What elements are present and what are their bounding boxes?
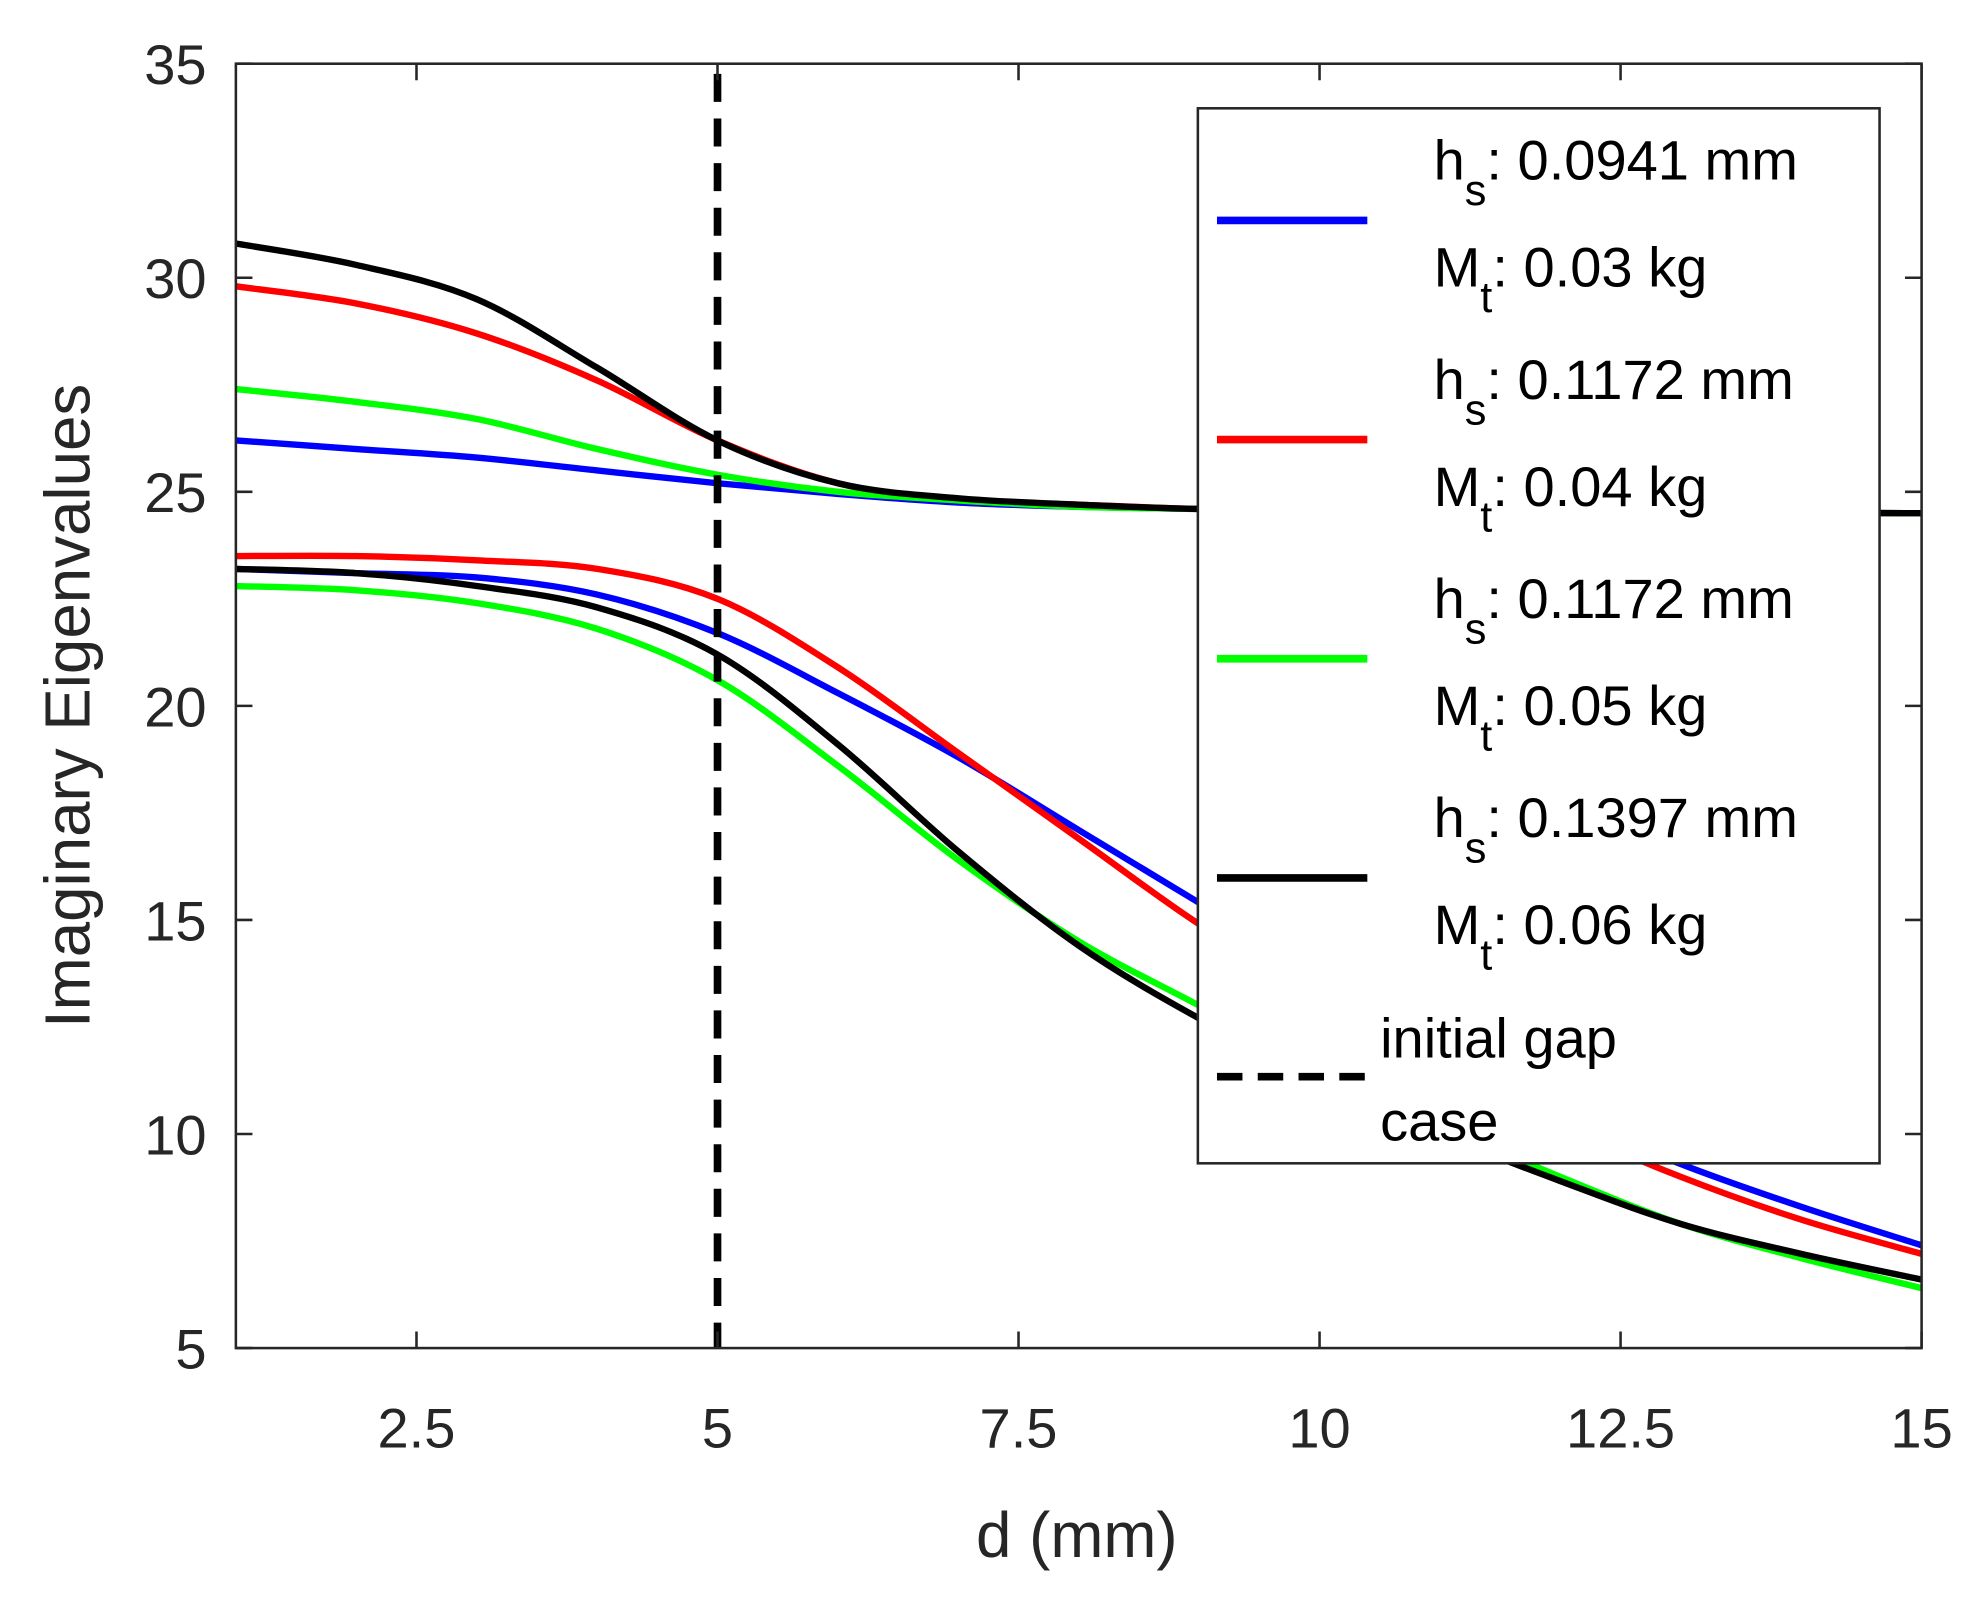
subscript: t: [1480, 712, 1492, 760]
legend-text: : 0.1397 mm: [1486, 786, 1798, 849]
legend-text: h: [1434, 567, 1465, 630]
x-tick-label: 10: [1288, 1396, 1350, 1459]
legend-text: : 0.1172 mm: [1486, 567, 1793, 630]
legend-label-2-hs: hs: 0.1172 mm: [1434, 348, 1794, 434]
legend-label-1-mt: Mt: 0.03 kg: [1434, 236, 1708, 322]
legend-text: : 0.05 kg: [1492, 674, 1707, 737]
x-axis-label: d (mm): [976, 1500, 1178, 1571]
x-tick-label: 12.5: [1566, 1396, 1675, 1459]
legend-label-3-hs: hs: 0.1172 mm: [1434, 567, 1794, 653]
legend-text: M: [1434, 236, 1481, 299]
legend-text: : 0.03 kg: [1492, 236, 1707, 299]
y-axis-label: Imaginary Eigenvalues: [32, 384, 103, 1028]
axes-box: [234, 62, 1923, 1350]
legend-text: M: [1434, 455, 1481, 518]
legend-text: M: [1434, 674, 1481, 737]
x-tick-label: 15: [1890, 1396, 1952, 1459]
subscript: s: [1465, 605, 1487, 653]
axis-ticks: 2.5 5 7.5 10 12.5 15 5 10 15 20 25 30 35: [144, 33, 1953, 1459]
y-tick-label: 35: [144, 33, 206, 96]
subscript: t: [1480, 493, 1492, 541]
legend-text: : 0.0941 mm: [1486, 129, 1798, 192]
legend-label-4-mt: Mt: 0.06 kg: [1434, 893, 1708, 979]
subscript: t: [1480, 274, 1492, 322]
y-tick-label: 5: [175, 1317, 206, 1380]
legend-label-2-mt: Mt: 0.04 kg: [1434, 455, 1708, 541]
legend-text: : 0.06 kg: [1492, 893, 1707, 956]
legend-label-4-hs: hs: 0.1397 mm: [1434, 786, 1798, 872]
y-tick-label: 15: [144, 889, 206, 952]
legend-text: h: [1434, 348, 1465, 411]
legend-text: : 0.1172 mm: [1486, 348, 1793, 411]
legend-label-vline-1: initial gap: [1380, 1007, 1617, 1070]
legend-label-3-mt: Mt: 0.05 kg: [1434, 674, 1708, 760]
legend-text: M: [1434, 893, 1481, 956]
y-tick-label: 20: [144, 675, 206, 738]
legend-box: [1196, 107, 1881, 1165]
x-tick-label: 7.5: [980, 1396, 1058, 1459]
y-tick-label: 30: [144, 247, 206, 310]
legend-label-1-hs: hs: 0.0941 mm: [1434, 129, 1798, 215]
series-4-lower-line: [235, 565, 1923, 1283]
y-tick-label: 25: [144, 461, 206, 524]
subscript: t: [1480, 932, 1492, 980]
y-tick-label: 10: [144, 1103, 206, 1166]
subscript: s: [1465, 386, 1487, 434]
legend-text: h: [1434, 786, 1465, 849]
x-tick-label: 2.5: [378, 1396, 456, 1459]
legend-label-vline-2: case: [1380, 1089, 1498, 1152]
subscript: s: [1465, 167, 1487, 215]
x-tick-label: 5: [702, 1396, 733, 1459]
legend-text: : 0.04 kg: [1492, 455, 1707, 518]
subscript: s: [1465, 825, 1487, 873]
legend-text: h: [1434, 129, 1465, 192]
